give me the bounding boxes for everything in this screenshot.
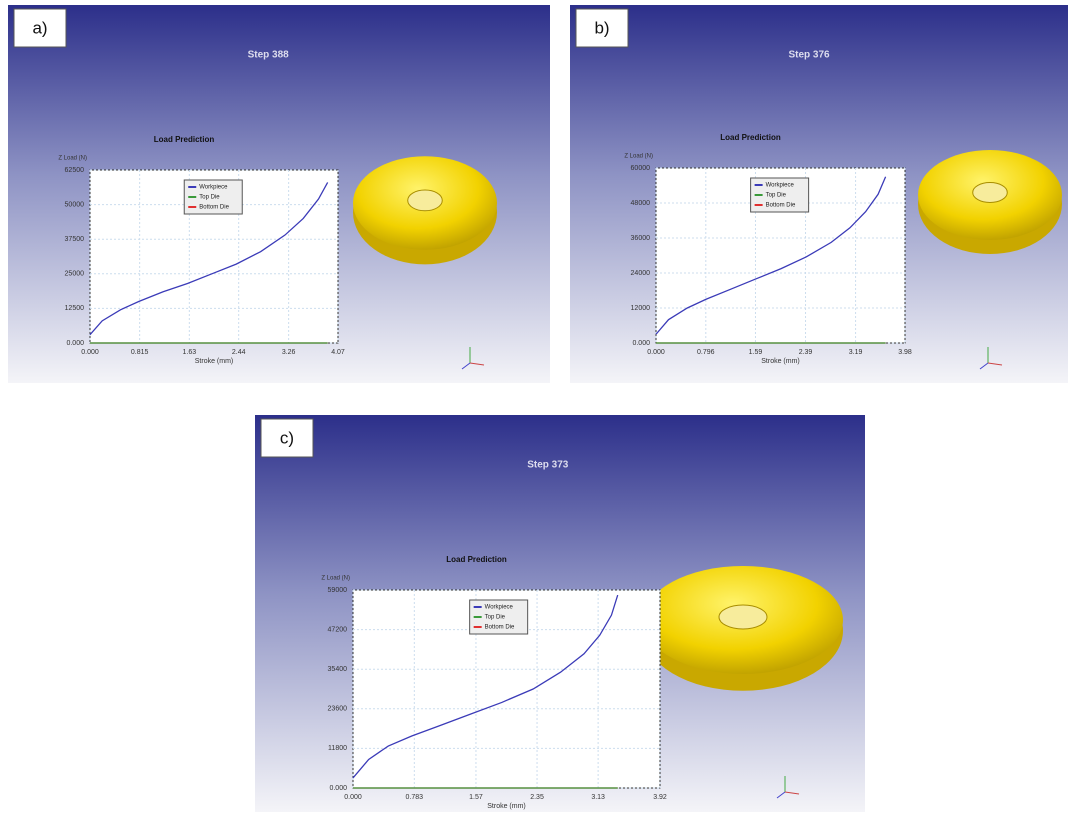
x-tick-label: 3.19 [849,349,863,356]
y-tick-label: 0.000 [632,340,650,347]
x-axis-label: Stroke (mm) [195,358,234,365]
y-tick-label: 25000 [65,271,85,278]
step-label: Step 373 [527,460,569,471]
legend-label: Bottom Die [199,205,229,211]
x-axis-label: Stroke (mm) [761,358,800,365]
x-tick-label: 1.59 [749,349,763,356]
y-tick-label: 60000 [631,165,651,172]
x-tick-label: 4.07 [331,349,345,356]
chart-title: Load Prediction [446,555,507,564]
y-tick-label: 36000 [631,235,651,242]
legend-label: Bottom Die [766,203,796,209]
x-tick-label: 3.92 [653,794,667,801]
panel-label: b) [594,18,609,37]
y-tick-label: 48000 [631,200,651,207]
x-tick-label: 0.815 [131,349,149,356]
y-tick-label: 47200 [328,626,348,633]
x-tick-label: 3.13 [591,794,605,801]
y-axis-label: Z Load (N) [58,156,87,162]
x-tick-label: 0.796 [697,349,715,356]
y-tick-label: 0.000 [329,785,347,792]
y-axis-label: Z Load (N) [321,576,350,582]
x-tick-label: 2.44 [232,349,246,356]
donut-hole [719,605,767,629]
panel-label: a) [32,18,47,37]
x-axis-label: Stroke (mm) [487,803,526,810]
panel: b) Step 376 Load Prediction Z Load (N) Strok… [570,5,1068,383]
y-tick-label: 37500 [65,236,85,243]
panel-label: c) [280,428,294,447]
chart-title: Load Prediction [720,133,781,142]
legend-label: Workpiece [199,185,228,191]
legend-label: Bottom Die [485,625,515,631]
panel: a) Step 388 Load Prediction Z Load (N) Strok… [8,5,550,383]
x-tick-label: 0.000 [81,349,99,356]
x-tick-label: 0.000 [344,794,362,801]
y-tick-label: 12000 [631,305,651,312]
y-axis-label: Z Load (N) [624,154,653,160]
chart-title: Load Prediction [154,135,215,144]
y-tick-label: 62500 [65,167,85,174]
legend-label: Top Die [485,615,506,621]
donut-hole [408,190,443,211]
x-tick-label: 2.35 [530,794,544,801]
x-tick-label: 2.39 [799,349,813,356]
legend-label: Workpiece [485,605,514,611]
legend-label: Top Die [199,195,220,201]
x-tick-label: 0.000 [647,349,665,356]
donut-hole [973,183,1008,203]
y-tick-label: 12500 [65,305,85,312]
x-tick-label: 3.26 [282,349,296,356]
legend-label: Top Die [766,193,787,199]
y-tick-label: 24000 [631,270,651,277]
legend-label: Workpiece [766,183,795,189]
x-tick-label: 1.57 [469,794,483,801]
y-tick-label: 11800 [328,745,347,752]
figure: a) Step 388 Load Prediction Z Load (N) Strok… [0,0,1070,816]
y-tick-label: 35400 [328,666,348,673]
step-label: Step 388 [248,50,290,61]
page: {"chart_data": [ {"type": "line", "panel… [0,0,1070,816]
panel: c) Step 373 Load Prediction Z Load (N) Strok… [255,415,865,812]
x-tick-label: 0.783 [406,794,424,801]
step-label: Step 376 [788,50,830,61]
x-tick-label: 1.63 [183,349,197,356]
y-tick-label: 0.000 [66,340,84,347]
y-tick-label: 59000 [328,587,348,594]
y-tick-label: 23600 [328,706,348,713]
y-tick-label: 50000 [65,201,85,208]
x-tick-label: 3.98 [898,349,912,356]
